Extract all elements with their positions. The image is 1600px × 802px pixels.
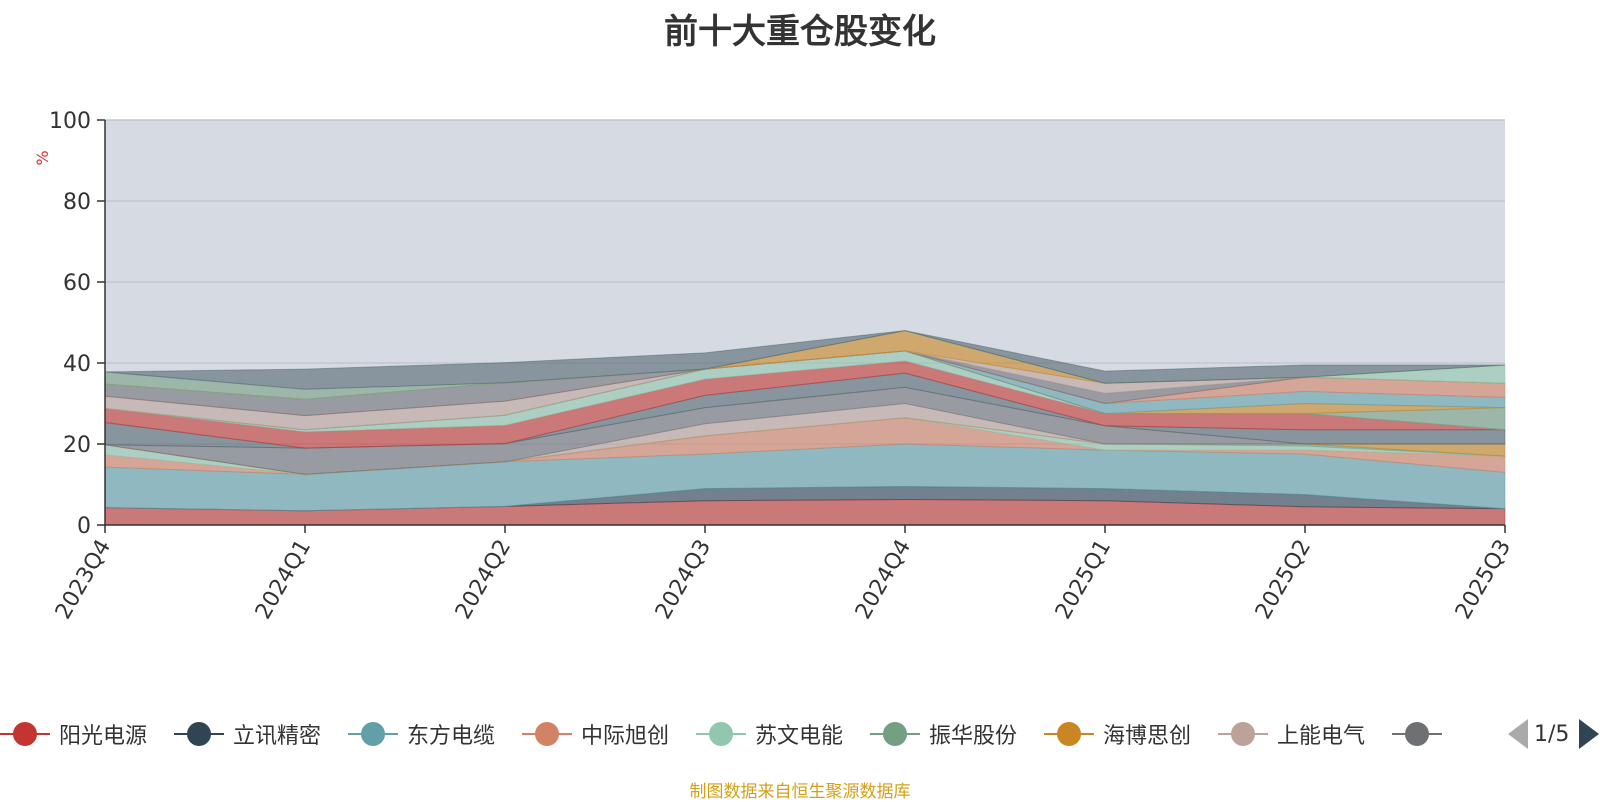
x-tick-label: 2025Q3 [1451, 536, 1516, 624]
x-tick-label: 2025Q2 [1251, 536, 1316, 624]
legend-label: 振华股份 [929, 724, 1018, 749]
legend-marker-icon [696, 716, 746, 752]
legend-item[interactable]: 阳光电源 [0, 716, 147, 752]
legend-item[interactable]: 苏文电能 [696, 716, 843, 752]
legend-pager: 1/5 [1508, 716, 1600, 752]
legend-label: 阳光电源 [59, 724, 148, 749]
legend-marker-icon [0, 716, 50, 752]
y-tick-label: 80 [63, 190, 91, 215]
chart-title: 前十大重仓股变化 [664, 12, 936, 52]
legend-marker-icon [1392, 716, 1442, 752]
legend-label: 海博思创 [1103, 724, 1192, 749]
x-tick-label: 2024Q1 [251, 536, 316, 624]
x-tick-label: 2025Q1 [1051, 536, 1116, 624]
y-tick-label: 60 [63, 271, 91, 296]
legend-prev-page-icon[interactable] [1508, 719, 1528, 749]
y-tick-label: 20 [63, 433, 91, 458]
source-note: 制图数据来自恒生聚源数据库 [689, 782, 911, 802]
legend-label: 上能电气 [1277, 724, 1366, 749]
legend-item[interactable]: 东方电缆 [348, 716, 495, 752]
legend-label: 苏文电能 [755, 724, 844, 749]
legend-marker-icon [348, 716, 398, 752]
y-tick-label: 40 [63, 352, 91, 377]
legend-next-page-icon[interactable] [1579, 719, 1600, 749]
legend-item[interactable]: 振华股份 [870, 716, 1017, 752]
x-tick-label: 2024Q2 [451, 536, 516, 624]
legend-item[interactable]: 立讯精密 [174, 716, 321, 752]
legend-item[interactable] [1392, 716, 1451, 752]
legend-page-indicator: 1/5 [1534, 721, 1570, 747]
legend-label: 中际旭创 [581, 724, 670, 749]
area-其他15 [104, 330, 1506, 390]
y-tick-label: 100 [49, 109, 91, 134]
x-tick-label: 2024Q3 [651, 536, 716, 624]
legend-item[interactable]: 中际旭创 [522, 716, 669, 752]
y-axis-unit-label: % [33, 150, 52, 165]
legend: 阳光电源 立讯精密 东方电缆 中际旭创 苏文电能 振华股份 海博思创 上能电气 [0, 716, 1500, 752]
legend-item[interactable]: 上能电气 [1218, 716, 1365, 752]
legend-marker-icon [1218, 716, 1268, 752]
legend-label: 东方电缆 [407, 724, 496, 749]
legend-marker-icon [522, 716, 572, 752]
legend-marker-icon [1044, 716, 1094, 752]
y-tick-label: 0 [77, 514, 91, 539]
area-series [104, 330, 1506, 526]
axes [97, 119, 1506, 533]
legend-marker-icon [174, 716, 224, 752]
legend-marker-icon [870, 716, 920, 752]
x-tick-label: 2023Q4 [51, 536, 116, 624]
legend-item[interactable]: 海博思创 [1044, 716, 1191, 752]
legend-label: 立讯精密 [233, 724, 322, 749]
x-tick-label: 2024Q4 [851, 536, 916, 624]
